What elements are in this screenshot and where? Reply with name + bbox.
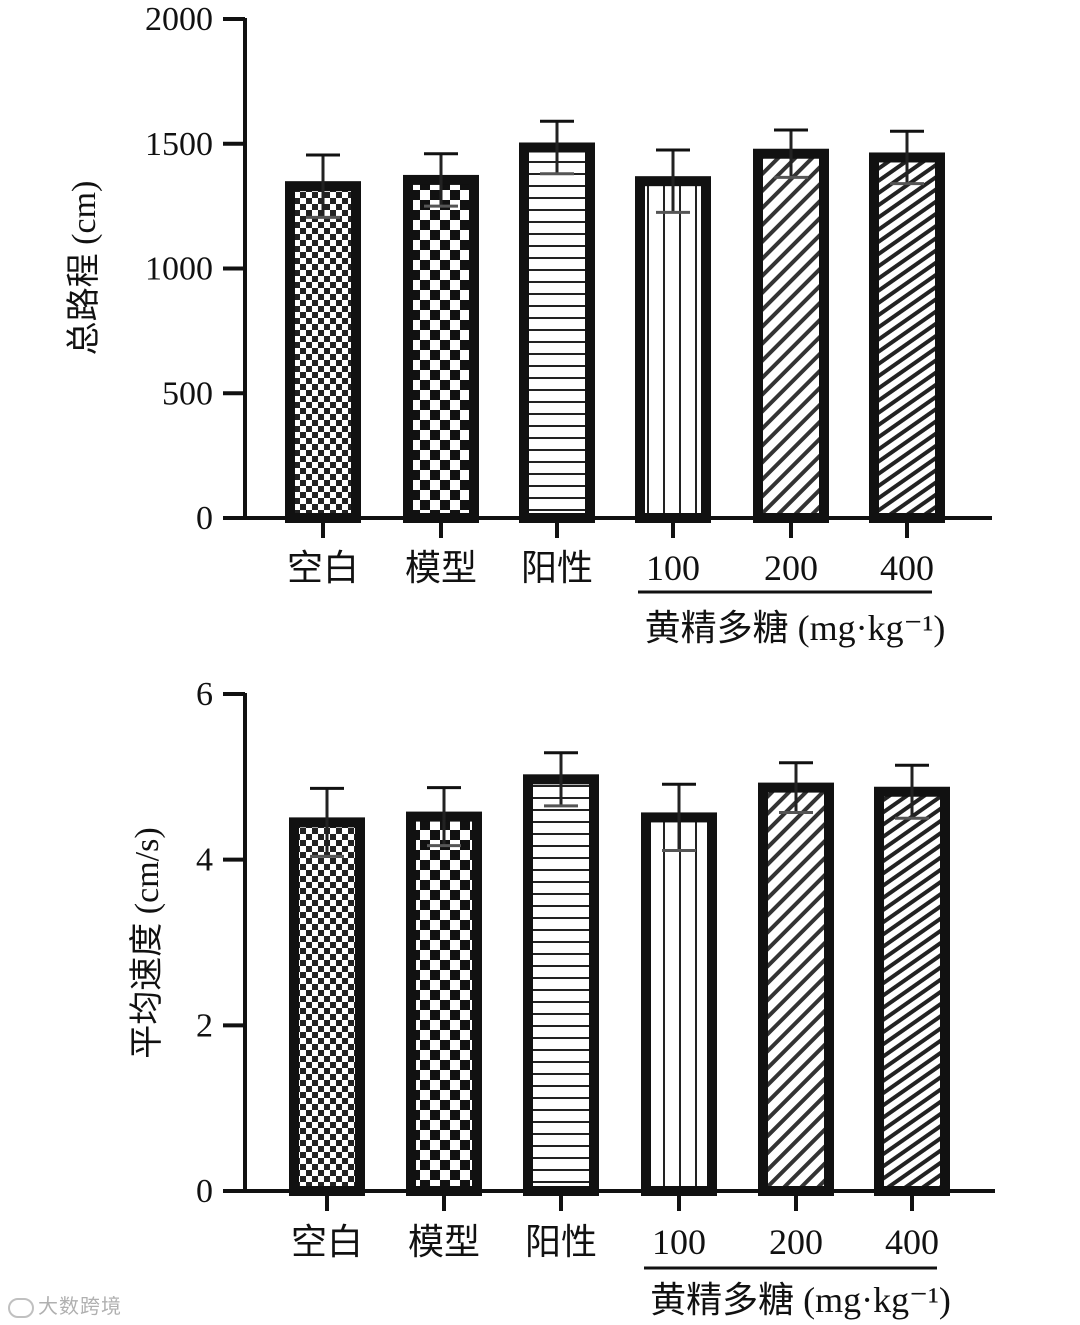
y-tick-label: 6 [196, 676, 213, 713]
x-tick-label: 阳性 [521, 548, 593, 588]
chart-panel-2: 0 2 4 6 平均速度 (cm/s) 空白 模型 阳性 100 200 400 黄精多糖 (mg·k… [128, 676, 995, 1320]
x-tick-label: 400 [885, 1222, 939, 1262]
y-tick-label: 2000 [145, 1, 213, 38]
bar-5 [758, 782, 834, 1197]
x-tick-label: 空白 [287, 548, 359, 588]
x-tick-label: 200 [764, 548, 818, 588]
bar-2 [406, 811, 482, 1196]
x-tick-label: 100 [652, 1222, 706, 1262]
y-tick-label: 2 [196, 1007, 213, 1044]
y-tick-label: 0 [196, 1173, 213, 1210]
bar-3 [519, 142, 595, 523]
y-axis-label: 平均速度 (cm/s) [128, 827, 166, 1058]
x-tick-label: 400 [880, 548, 934, 588]
watermark: 大数跨境 [8, 1290, 122, 1319]
bar-6 [869, 152, 945, 523]
x-tick-label: 模型 [408, 1222, 480, 1262]
bar-5 [753, 148, 829, 523]
bar-1 [285, 181, 361, 523]
bar-3 [523, 774, 599, 1197]
y-tick-label: 1500 [145, 126, 213, 163]
y-tick-label: 0 [196, 500, 213, 537]
watermark-logo-icon [8, 1297, 34, 1318]
x-tick-label: 模型 [405, 548, 477, 588]
chart-panel-1: 0 500 1000 1500 2000 总路程 (cm) 空白 模型 阳性 100 200 400 黄… [65, 1, 992, 648]
group-label: 黄精多糖 (mg·kg⁻¹) [645, 608, 946, 648]
bar-4 [641, 812, 717, 1197]
bar-2 [403, 174, 479, 524]
group-label: 黄精多糖 (mg·kg⁻¹) [650, 1280, 951, 1320]
y-axis-label: 总路程 (cm) [65, 181, 103, 356]
x-tick-label: 200 [769, 1222, 823, 1262]
watermark-text: 大数跨境 [38, 1294, 122, 1318]
y-tick-label: 500 [162, 375, 213, 412]
y-tick-label: 1000 [145, 251, 213, 288]
bar-4 [635, 176, 711, 524]
y-tick-label: 4 [196, 842, 213, 879]
x-tick-label: 100 [646, 548, 700, 588]
x-tick-label: 阳性 [525, 1222, 597, 1262]
x-tick-label: 空白 [291, 1222, 363, 1262]
bar-6 [874, 786, 950, 1196]
bar-1 [289, 817, 365, 1196]
